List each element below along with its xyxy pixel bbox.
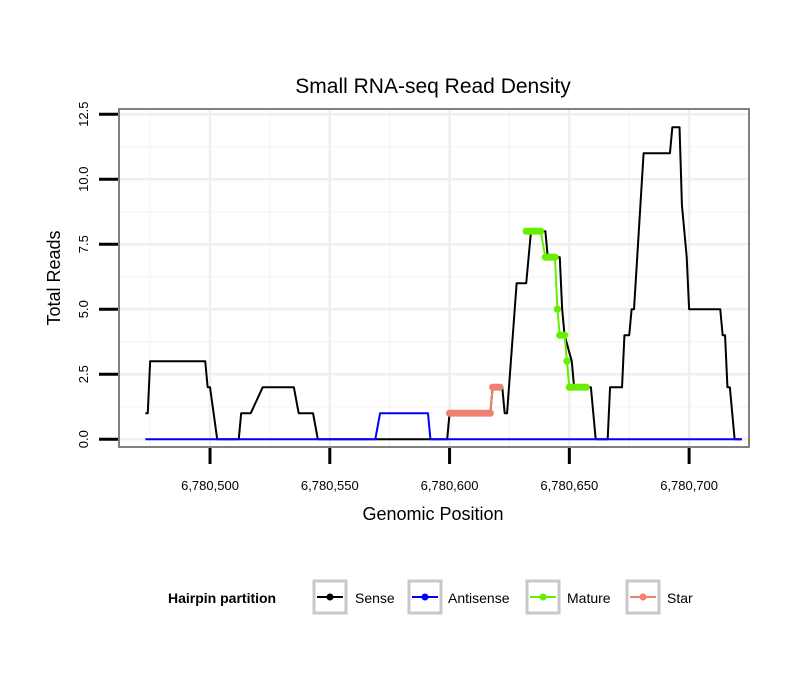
x-tick-label: 6,780,550	[301, 478, 359, 493]
y-tick-label: 0.0	[76, 430, 91, 448]
legend-key-point	[421, 593, 429, 601]
y-tick-label: 2.5	[76, 365, 91, 383]
legend-item-star: Star	[625, 579, 693, 615]
legend-item-antisense: Antisense	[407, 579, 510, 615]
legend-title: Hairpin partition	[168, 590, 276, 606]
point-mature	[551, 253, 559, 261]
y-tick-label: 5.0	[76, 300, 91, 318]
plot-panel-border	[118, 108, 750, 448]
y-tick-label: 12.5	[76, 102, 91, 127]
legend-key-point	[639, 593, 647, 601]
x-tick-label: 6,780,500	[181, 478, 239, 493]
legend-label-mature: Mature	[567, 590, 611, 606]
y-axis-title: Total Reads	[44, 230, 64, 325]
marker-layer	[445, 227, 590, 417]
point-star	[496, 383, 504, 391]
legend-label-sense: Sense	[355, 590, 395, 606]
x-tick-label: 6,780,700	[660, 478, 718, 493]
series-line-sense	[145, 126, 742, 441]
series-line-antisense	[145, 412, 742, 441]
point-star	[486, 409, 494, 417]
tick-labels: 6,780,500 6,780,550 6,780,600 6,780,650 6,78…	[76, 102, 718, 493]
x-tick-label: 6,780,650	[540, 478, 598, 493]
y-tick-label: 10.0	[76, 167, 91, 192]
legend-item-sense: Sense	[312, 579, 395, 615]
point-mature	[560, 331, 569, 339]
point-mature	[563, 357, 571, 365]
legend-key-point	[539, 593, 547, 601]
point-mature	[553, 305, 561, 313]
y-tick-label: 7.5	[76, 235, 91, 253]
legend-item-mature: Mature	[525, 579, 611, 615]
legend-label-antisense: Antisense	[448, 590, 510, 606]
point-mature	[537, 227, 545, 235]
legend-key-point	[326, 593, 334, 601]
chart-title: Small RNA-seq Read Density	[295, 75, 571, 98]
legend: Hairpin partition Sense Antisense Mature…	[168, 579, 693, 615]
x-axis-title: Genomic Position	[362, 504, 503, 524]
axis-ticks	[99, 112, 691, 464]
x-tick-label: 6,780,600	[421, 478, 479, 493]
point-mature	[582, 383, 590, 391]
legend-label-star: Star	[667, 590, 693, 606]
